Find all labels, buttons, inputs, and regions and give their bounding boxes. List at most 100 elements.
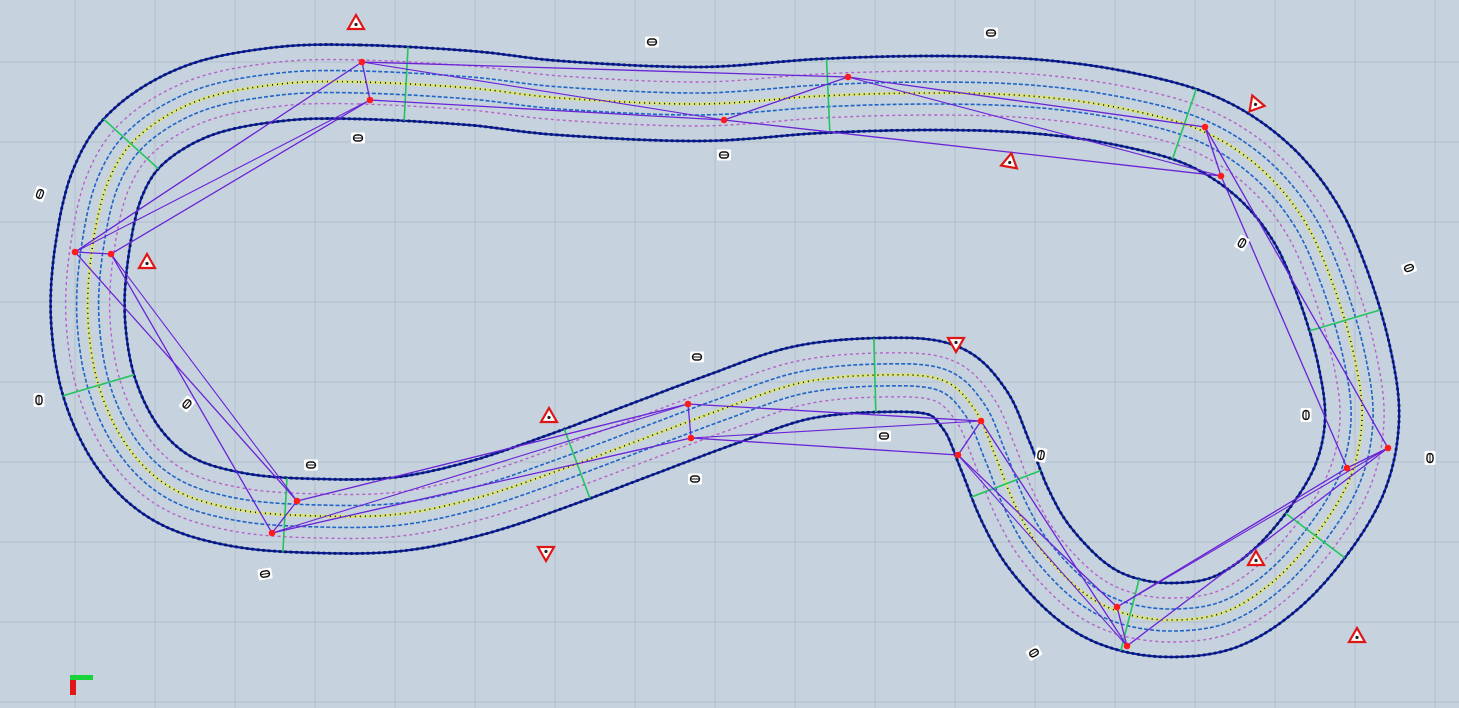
control-pair-link: [1204, 126, 1222, 177]
camera-marker-icon[interactable]: [1400, 260, 1418, 276]
camera-marker-icon[interactable]: [257, 567, 273, 581]
warning-triangle-icon[interactable]: [1246, 548, 1266, 567]
control-point[interactable]: [1384, 444, 1392, 452]
warning-triangle-symbol: [544, 549, 548, 554]
track-border-dots: [123, 116, 1327, 585]
warning-triangle-icon[interactable]: [536, 545, 556, 564]
camera-markers: [32, 27, 1436, 662]
control-pair-link: [361, 61, 371, 101]
camera-marker-icon[interactable]: [351, 132, 365, 144]
section-marker[interactable]: [403, 46, 409, 121]
control-point[interactable]: [358, 58, 366, 66]
camera-marker-bar: [1039, 450, 1043, 460]
control-point[interactable]: [1343, 464, 1351, 472]
control-pair-link: [74, 251, 112, 255]
control-point[interactable]: [293, 497, 301, 505]
control-polygon: [71, 58, 1392, 650]
control-polygon-outer: [74, 61, 1389, 647]
control-cross-link: [1116, 447, 1389, 608]
section-marker[interactable]: [1119, 578, 1140, 651]
warning-triangle-border: [946, 336, 966, 355]
control-point[interactable]: [977, 417, 985, 425]
control-point[interactable]: [1123, 642, 1131, 650]
warning-triangle-symbol: [145, 261, 149, 266]
warning-triangle-symbol: [1253, 102, 1258, 107]
section-marker[interactable]: [62, 374, 135, 397]
section-marker[interactable]: [825, 58, 831, 133]
control-point[interactable]: [1201, 123, 1209, 131]
section-marker[interactable]: [1285, 512, 1346, 559]
camera-marker-icon[interactable]: [33, 393, 45, 407]
control-point[interactable]: [687, 434, 695, 442]
camera-marker-icon[interactable]: [984, 27, 998, 39]
camera-marker-icon[interactable]: [1034, 447, 1048, 463]
camera-marker-icon[interactable]: [1234, 234, 1251, 252]
camera-marker-bar: [1404, 265, 1414, 271]
control-pair-link: [1346, 447, 1389, 469]
camera-marker-icon[interactable]: [877, 430, 891, 442]
camera-marker-icon[interactable]: [32, 185, 48, 203]
camera-marker-bar: [37, 189, 43, 199]
control-point[interactable]: [268, 529, 276, 537]
section-marker[interactable]: [282, 477, 288, 552]
control-cross-link: [847, 76, 1222, 177]
camera-marker-icon[interactable]: [304, 459, 318, 471]
camera-marker-lens: [35, 188, 45, 200]
control-polygon-inner: [110, 99, 1348, 608]
camera-marker-lens: [182, 399, 192, 409]
camera-marker-icon[interactable]: [688, 473, 702, 485]
control-point[interactable]: [71, 248, 79, 256]
warning-triangle-icon[interactable]: [946, 336, 966, 355]
section-marker[interactable]: [873, 338, 877, 413]
camera-marker-icon[interactable]: [1025, 645, 1043, 662]
warning-triangle-icon[interactable]: [539, 405, 559, 424]
warning-triangle-icon[interactable]: [137, 251, 157, 270]
track-border-inner: [123, 117, 1327, 585]
warning-triangle-icon[interactable]: [1347, 625, 1367, 644]
camera-marker-icon[interactable]: [1300, 408, 1312, 422]
track-layer: [49, 42, 1401, 659]
control-point[interactable]: [1217, 172, 1225, 180]
lane-line-outer: [64, 58, 1385, 643]
lane-line-inner: [108, 102, 1341, 599]
warning-triangle-icon[interactable]: [1245, 93, 1267, 114]
control-point[interactable]: [844, 73, 852, 81]
control-point[interactable]: [107, 250, 115, 258]
track-border-outer: [49, 43, 1401, 659]
control-pair-link: [687, 403, 692, 439]
control-cross-link: [957, 454, 1128, 647]
axis-gizmo-icon: [70, 675, 93, 695]
camera-marker-icon[interactable]: [1424, 451, 1436, 465]
control-point[interactable]: [366, 96, 374, 104]
camera-marker-bar: [1029, 650, 1039, 656]
camera-marker-icon[interactable]: [690, 351, 704, 363]
warning-triangle-icon[interactable]: [346, 12, 366, 31]
warning-triangle-border: [536, 545, 556, 564]
camera-marker-lens: [1403, 263, 1415, 273]
track-border-dots: [49, 42, 1401, 659]
control-cross-link: [271, 403, 689, 534]
section-marker[interactable]: [1309, 309, 1381, 332]
warning-triangle-symbol: [954, 340, 958, 345]
control-point[interactable]: [720, 116, 728, 124]
camera-marker-icon[interactable]: [717, 149, 731, 161]
camera-marker-bar: [183, 400, 191, 408]
control-point[interactable]: [954, 451, 962, 459]
section-marker[interactable]: [103, 118, 159, 170]
control-point[interactable]: [684, 400, 692, 408]
camera-marker-bar: [1239, 238, 1245, 248]
warning-triangle-border: [1248, 93, 1267, 114]
camera-marker-icon[interactable]: [178, 395, 196, 413]
warning-triangle-icon[interactable]: [999, 150, 1019, 170]
axis-x-indicator: [70, 675, 76, 695]
warning-triangle-border: [1246, 548, 1266, 567]
camera-marker-icon[interactable]: [645, 36, 659, 48]
warning-signs: [137, 12, 1367, 644]
section-marker[interactable]: [971, 469, 1041, 498]
warning-triangle-symbol: [547, 415, 551, 420]
lane-line-blue-inner: [97, 91, 1352, 610]
control-point[interactable]: [1113, 603, 1121, 611]
